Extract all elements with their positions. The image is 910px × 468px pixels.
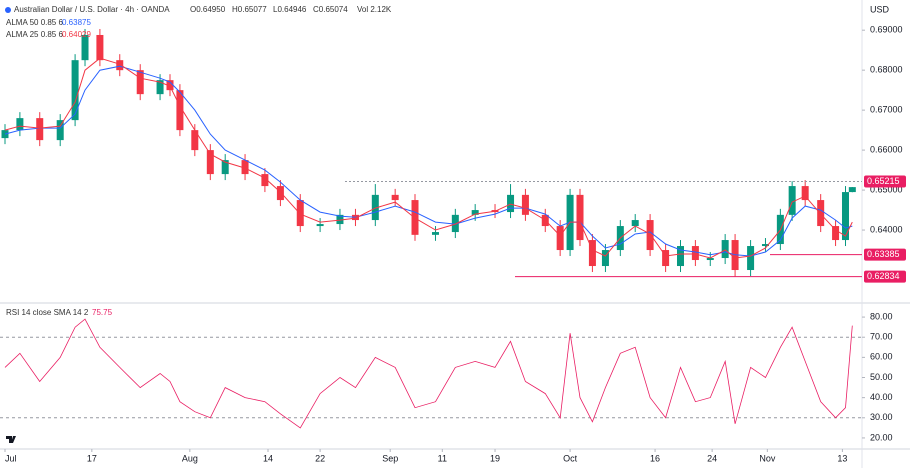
y-tick-label: 60.00: [870, 352, 893, 362]
level-label: 0.63385: [867, 249, 900, 259]
candle-body: [411, 200, 419, 235]
candle-body: [691, 246, 699, 261]
x-tick-label: 11: [438, 453, 447, 463]
series-line: [4, 57, 853, 259]
x-tick-label: Jul: [5, 453, 17, 463]
y-tick-label: 0.64000: [870, 224, 903, 234]
volume: Vol 2.12K: [357, 5, 392, 14]
indicator-value: 0.63875: [62, 18, 91, 27]
ohlc-open: O0.64950: [190, 5, 226, 14]
candle-body: [801, 186, 809, 201]
candle-body: [817, 200, 825, 227]
logo: [6, 436, 16, 443]
candle-body: [156, 80, 164, 95]
candle-body: [471, 210, 479, 215]
candle-body: [81, 34, 89, 61]
candle-body: [507, 194, 515, 213]
candle-body: [662, 250, 670, 267]
candle-body: [832, 226, 840, 241]
candle-body: [96, 34, 104, 61]
series-line: [4, 65, 853, 257]
y-tick-label: 80.00: [870, 311, 893, 321]
candle-body: [761, 244, 769, 247]
candle-body: [556, 226, 564, 251]
candle-body: [276, 186, 284, 201]
candle-body: [721, 240, 729, 259]
candle-body: [521, 194, 529, 215]
level-label: 0.65215: [867, 176, 900, 186]
candle-body: [676, 246, 684, 267]
y-tick-label: 20.00: [870, 432, 893, 442]
symbol-title: Australian Dollar / U.S. Dollar · 4h · O…: [14, 5, 170, 14]
candle-body: [206, 150, 214, 175]
candle-body: [191, 130, 199, 151]
currency[interactable]: USD: [870, 4, 890, 14]
candle-body: [631, 220, 639, 227]
candle-body: [261, 174, 269, 187]
candle-body: [706, 258, 714, 261]
x-tick-label: 22: [315, 453, 325, 463]
x-tick-label: 24: [707, 453, 717, 463]
y-tick-label: 50.00: [870, 372, 893, 382]
candle-body: [36, 118, 44, 141]
x-tick-label: 13: [837, 453, 847, 463]
x-tick-label: Oct: [563, 453, 578, 463]
candle-body: [116, 60, 124, 71]
candle-body: [176, 90, 184, 131]
candle-body: [788, 186, 796, 215]
y-tick-label: 40.00: [870, 392, 893, 402]
candle-body: [451, 214, 459, 233]
y-tick-label: 0.65000: [870, 184, 903, 194]
series-line: [4, 318, 853, 429]
level-label: 0.62834: [867, 271, 900, 281]
candle-body: [136, 70, 144, 95]
x-tick-label: Aug: [182, 453, 198, 463]
indicator-value: 0.64029: [62, 30, 91, 39]
x-tick-label: 16: [650, 453, 660, 463]
y-tick-label: 0.66000: [870, 144, 903, 154]
candle-body: [841, 192, 849, 241]
candle-body: [296, 200, 304, 227]
candle-body: [431, 232, 439, 235]
candle-body: [56, 120, 64, 141]
candle-body: [576, 194, 584, 241]
y-tick-label: 0.69000: [870, 25, 903, 35]
candle-body: [16, 118, 24, 131]
candle-body: [588, 240, 596, 267]
y-tick-label: 70.00: [870, 332, 893, 342]
x-tick-label: Sep: [382, 453, 398, 463]
candle-body: [391, 194, 399, 201]
level-label-bg: [864, 248, 906, 261]
candle-body: [316, 224, 324, 227]
y-tick-label: 30.00: [870, 412, 893, 422]
candle-body: [166, 80, 174, 91]
level-label-bg: [864, 175, 906, 188]
candle-body: [71, 60, 79, 121]
ohlc-high: H0.65077: [232, 5, 267, 14]
rsi-title: RSI 14 close SMA 14 2: [6, 308, 89, 317]
candle-body: [747, 246, 755, 271]
y-tick-label: 0.68000: [870, 65, 903, 75]
candle-body: [601, 250, 609, 267]
x-tick-label: 14: [263, 453, 273, 463]
candle-body: [848, 187, 856, 193]
x-tick-label: 19: [490, 453, 500, 463]
symbol-icon: [5, 7, 11, 13]
level-label-bg: [864, 270, 906, 283]
y-tick-label: 0.67000: [870, 105, 903, 115]
ohlc-close: C0.65074: [313, 5, 348, 14]
candle-body: [646, 220, 654, 251]
rsi-last: 75.75: [92, 308, 113, 317]
indicator-name: ALMA 25 0.85 6: [6, 30, 63, 39]
candle-body: [221, 160, 229, 175]
indicator-name: ALMA 50 0.85 6: [6, 18, 63, 27]
x-tick-label: Nov: [759, 453, 776, 463]
candle-body: [371, 194, 379, 221]
x-tick-label: 17: [87, 453, 97, 463]
candle-body: [1, 130, 9, 139]
ohlc-low: L0.64946: [273, 5, 307, 14]
candle-body: [336, 214, 344, 225]
candle-body: [241, 160, 249, 175]
